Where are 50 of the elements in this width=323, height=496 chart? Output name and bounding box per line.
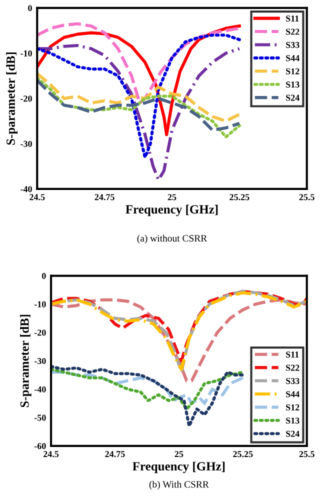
line-series <box>37 34 241 159</box>
legend-label: S22 <box>286 28 300 35</box>
y-tick-label: 0 <box>28 5 32 12</box>
x-tick-label: 24.75 <box>105 451 125 458</box>
legend-label: S24 <box>286 430 300 437</box>
legend-label: S44 <box>286 55 300 62</box>
line-series <box>37 22 241 105</box>
x-tick-label: 25.25 <box>230 194 250 200</box>
y-tick-label: 0 <box>42 272 46 279</box>
line-series <box>51 368 244 411</box>
legend-label: S33 <box>286 42 300 48</box>
legend-label: S12 <box>286 404 300 410</box>
x-tick-label: 24.5 <box>44 451 59 458</box>
x-tick-label: 25.5 <box>299 194 314 200</box>
y-tick-label: -60 <box>34 443 46 450</box>
legend-label: S11 <box>286 352 299 358</box>
x-tick-label: 25 <box>174 451 184 458</box>
legend-label: S44 <box>286 391 300 398</box>
y-tick-label: -40 <box>34 386 46 392</box>
y-axis-title: S-parameter [dB] <box>6 52 18 145</box>
y-tick-label: -10 <box>34 301 46 308</box>
y-tick-label: -50 <box>34 414 46 421</box>
x-axis-title: Frequency [GHz] <box>132 462 225 474</box>
line-series <box>51 364 244 428</box>
y-tick-label: -10 <box>20 50 32 56</box>
x-tick-label: 25.5 <box>299 451 314 458</box>
legend-label: S11 <box>286 16 299 22</box>
y-axis-title: S-parameter [dB] <box>20 314 32 408</box>
y-tick-label: -40 <box>20 186 32 192</box>
legend-label: S24 <box>286 94 300 101</box>
line-series <box>51 298 307 382</box>
legend-label: S13 <box>286 82 300 88</box>
legend-label: S12 <box>286 68 300 74</box>
y-tick-label: -30 <box>34 358 46 364</box>
y-tick-label: -20 <box>34 330 46 336</box>
x-axis-title: Frequency [GHz] <box>126 204 218 216</box>
x-tick-label: 24.75 <box>94 194 114 200</box>
text: (b) With CSRR <box>149 480 209 490</box>
legend-label: S13 <box>286 418 300 424</box>
legend-label: S22 <box>286 364 300 371</box>
line-series <box>37 72 241 123</box>
text: (a) without CSRR <box>137 234 208 244</box>
x-tick-label: 25 <box>168 194 176 200</box>
x-tick-label: 25.25 <box>233 451 253 458</box>
x-tick-label: 24.5 <box>30 194 45 200</box>
y-tick-label: -30 <box>20 140 32 147</box>
legend-label: S33 <box>286 378 300 384</box>
line-series <box>37 44 241 182</box>
y-tick-label: -20 <box>20 96 32 102</box>
line-series <box>51 370 244 405</box>
